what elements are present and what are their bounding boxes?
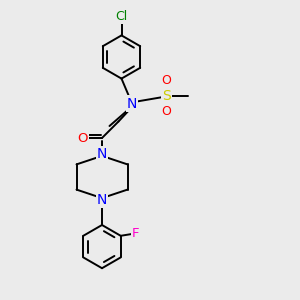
Text: S: S [162, 89, 171, 103]
Text: Cl: Cl [116, 10, 128, 23]
Text: O: O [162, 74, 171, 87]
Text: O: O [77, 131, 88, 145]
Text: O: O [162, 105, 171, 118]
Text: N: N [97, 193, 107, 207]
Text: F: F [132, 227, 140, 240]
Text: N: N [127, 97, 137, 110]
Text: N: N [97, 147, 107, 161]
